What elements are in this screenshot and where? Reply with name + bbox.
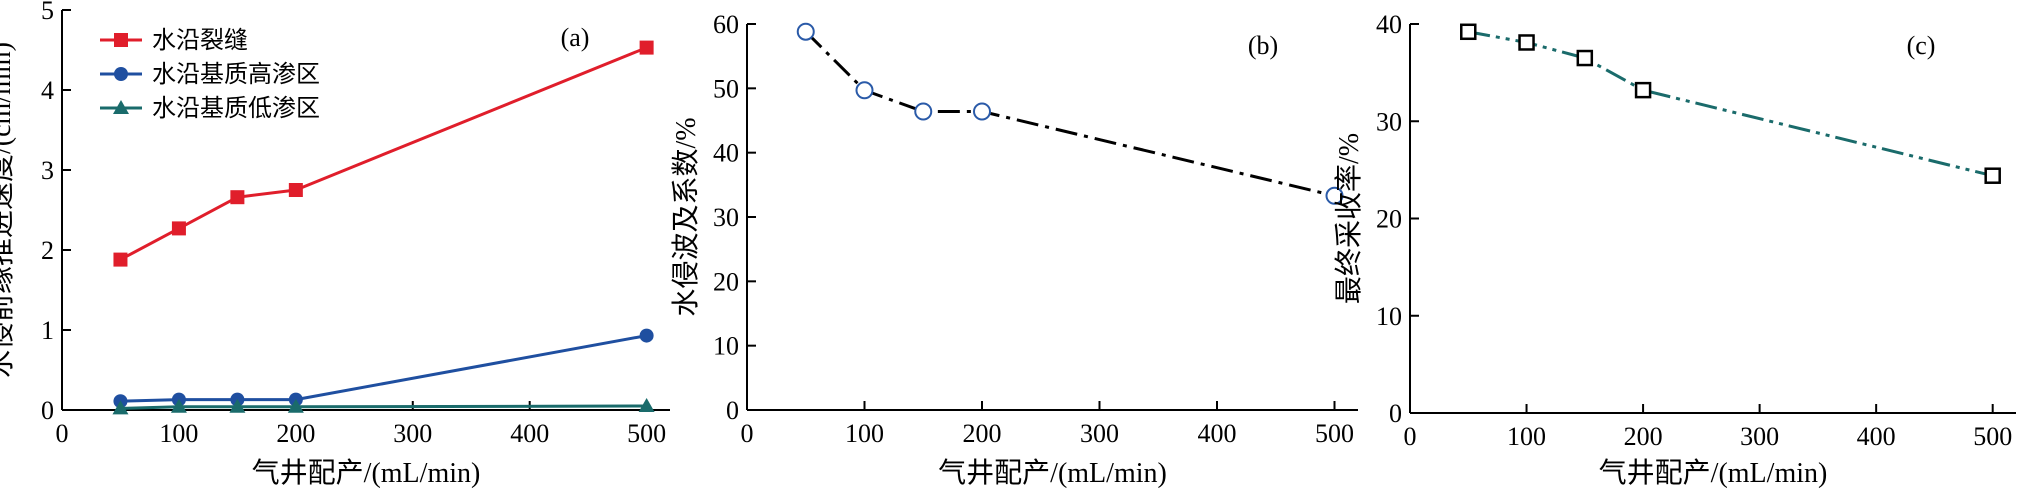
y-tick-label: 4 (41, 76, 54, 105)
legend-label: 水沿基质低渗区 (152, 95, 320, 122)
y-tick-label: 0 (726, 396, 739, 425)
x-tick-label: 200 (1624, 422, 1663, 451)
y-tick-label: 0 (41, 396, 54, 425)
x-tick-label: 500 (1315, 419, 1354, 448)
data-point (796, 22, 815, 41)
x-tick-label: 300 (1740, 422, 1779, 451)
x-tick-label: 200 (963, 419, 1002, 448)
y-tick-label: 60 (713, 10, 739, 39)
data-point (287, 398, 304, 413)
y-tick-label: 30 (713, 203, 739, 232)
y-tick-label: 20 (1376, 205, 1402, 234)
x-tick-label: 400 (1857, 422, 1896, 451)
series-1 (113, 40, 654, 267)
data-point (1634, 81, 1652, 99)
y-tick-label: 20 (713, 267, 739, 296)
series-line (1467, 30, 1994, 178)
series-2 (113, 328, 654, 409)
data-point (638, 398, 655, 412)
legend-marker (114, 33, 128, 47)
series-line (120, 404, 647, 410)
series-line (120, 334, 647, 403)
y-axis-label: 水侵前缘推进速度/(cm/min) (0, 42, 17, 378)
data-point (1984, 167, 2001, 184)
y-tick-label: 50 (713, 74, 739, 103)
y-tick-label: 2 (41, 236, 54, 265)
data-point (171, 221, 186, 236)
data-point (639, 40, 654, 55)
x-tick-label: 400 (1198, 419, 1237, 448)
legend-label: 水沿基质高渗区 (152, 61, 320, 88)
y-tick-label: 1 (41, 316, 54, 345)
data-point (1576, 49, 1594, 67)
data-point (230, 190, 245, 205)
y-tick-label: 3 (41, 156, 54, 185)
data-point (170, 398, 187, 413)
y-tick-label: 10 (1376, 302, 1402, 331)
series-1 (796, 22, 1344, 205)
x-tick-label: 100 (1507, 422, 1546, 451)
x-tick-label: 400 (510, 419, 549, 448)
y-tick-label: 40 (1376, 10, 1402, 39)
chart-panel-2: 0 100 200 300 400 500 0 10 20 30 40 50 60 气井配产/(mL/mi… (670, 10, 1358, 489)
x-tick-label: 200 (276, 419, 315, 448)
x-axis-label: 气井配产/(mL/min) (938, 457, 1167, 489)
panel-label: (c) (1907, 31, 1936, 60)
y-axis-label: 水侵波及系数/% (670, 117, 702, 316)
chart-panel-1: 0 100 200 300 400 500 0 1 2 3 4 5 气井配产/(mL/min) 水侵前缘推… (0, 0, 670, 489)
panel-label: (a) (561, 23, 590, 52)
y-tick-label: 5 (41, 0, 54, 25)
panel-label: (b) (1248, 31, 1278, 60)
x-tick-label: 0 (741, 419, 754, 448)
legend-marker (113, 100, 129, 114)
x-axis-label: 气井配产/(mL/min) (252, 457, 481, 489)
data-point (1325, 186, 1344, 205)
series-3 (112, 398, 655, 415)
x-tick-label: 500 (627, 419, 666, 448)
y-axis-label: 最终采收率/% (1333, 133, 1365, 304)
chart-panel-3: 0 100 200 300 400 500 0 10 20 30 40 气井配产/(mL/min) 最终… (1333, 10, 2016, 489)
data-point (288, 183, 303, 197)
series-line (804, 30, 1335, 198)
series-1 (1460, 23, 2001, 184)
data-point (855, 81, 874, 100)
x-axis-label: 气井配产/(mL/min) (1599, 457, 1828, 489)
x-tick-label: 300 (1080, 419, 1119, 448)
x-tick-label: 100 (845, 419, 884, 448)
legend-label: 水沿裂缝 (152, 27, 248, 54)
x-tick-label: 300 (393, 419, 432, 448)
data-point (1460, 23, 1477, 41)
data-point (229, 398, 246, 413)
data-point (1518, 34, 1535, 51)
y-tick-label: 10 (713, 332, 739, 361)
legend-marker (114, 67, 128, 81)
y-tick-label: 0 (1389, 399, 1402, 428)
data-point (914, 102, 933, 121)
x-tick-label: 100 (159, 419, 198, 448)
data-point (112, 400, 129, 415)
y-tick-label: 30 (1376, 107, 1402, 136)
x-tick-label: 0 (56, 419, 69, 448)
data-point (639, 328, 654, 343)
y-tick-label: 40 (713, 139, 739, 168)
data-point (113, 252, 128, 267)
x-tick-label: 0 (1404, 422, 1417, 451)
x-tick-label: 500 (1973, 422, 2012, 451)
data-point (973, 102, 991, 121)
